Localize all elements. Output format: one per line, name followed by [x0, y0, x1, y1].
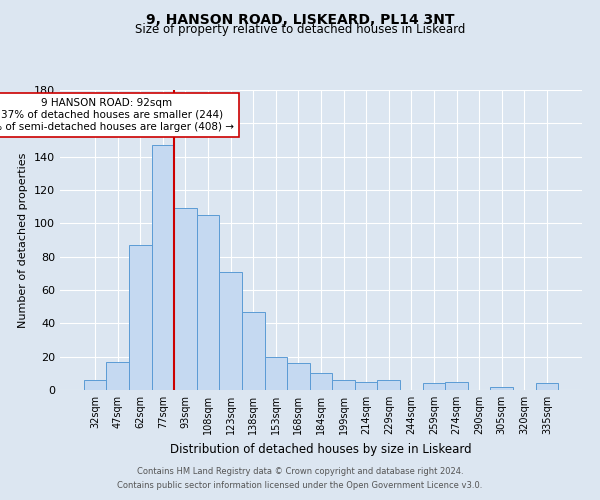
- Bar: [445, 382, 468, 390]
- Bar: [174, 208, 197, 390]
- Bar: [129, 245, 152, 390]
- Bar: [106, 362, 129, 390]
- Bar: [422, 384, 445, 390]
- Text: 9 HANSON ROAD: 92sqm
← 37% of detached houses are smaller (244)
62% of semi-deta: 9 HANSON ROAD: 92sqm ← 37% of detached h…: [0, 98, 234, 132]
- Bar: [197, 215, 220, 390]
- Bar: [265, 356, 287, 390]
- Y-axis label: Number of detached properties: Number of detached properties: [19, 152, 28, 328]
- Bar: [220, 272, 242, 390]
- Bar: [536, 384, 558, 390]
- Text: Contains HM Land Registry data © Crown copyright and database right 2024.: Contains HM Land Registry data © Crown c…: [137, 467, 463, 476]
- Bar: [287, 364, 310, 390]
- Bar: [332, 380, 355, 390]
- X-axis label: Distribution of detached houses by size in Liskeard: Distribution of detached houses by size …: [170, 442, 472, 456]
- Bar: [310, 374, 332, 390]
- Text: 9, HANSON ROAD, LISKEARD, PL14 3NT: 9, HANSON ROAD, LISKEARD, PL14 3NT: [146, 12, 454, 26]
- Text: Contains public sector information licensed under the Open Government Licence v3: Contains public sector information licen…: [118, 481, 482, 490]
- Bar: [152, 145, 174, 390]
- Bar: [355, 382, 377, 390]
- Bar: [377, 380, 400, 390]
- Bar: [242, 312, 265, 390]
- Bar: [84, 380, 106, 390]
- Text: Size of property relative to detached houses in Liskeard: Size of property relative to detached ho…: [135, 22, 465, 36]
- Bar: [490, 386, 513, 390]
